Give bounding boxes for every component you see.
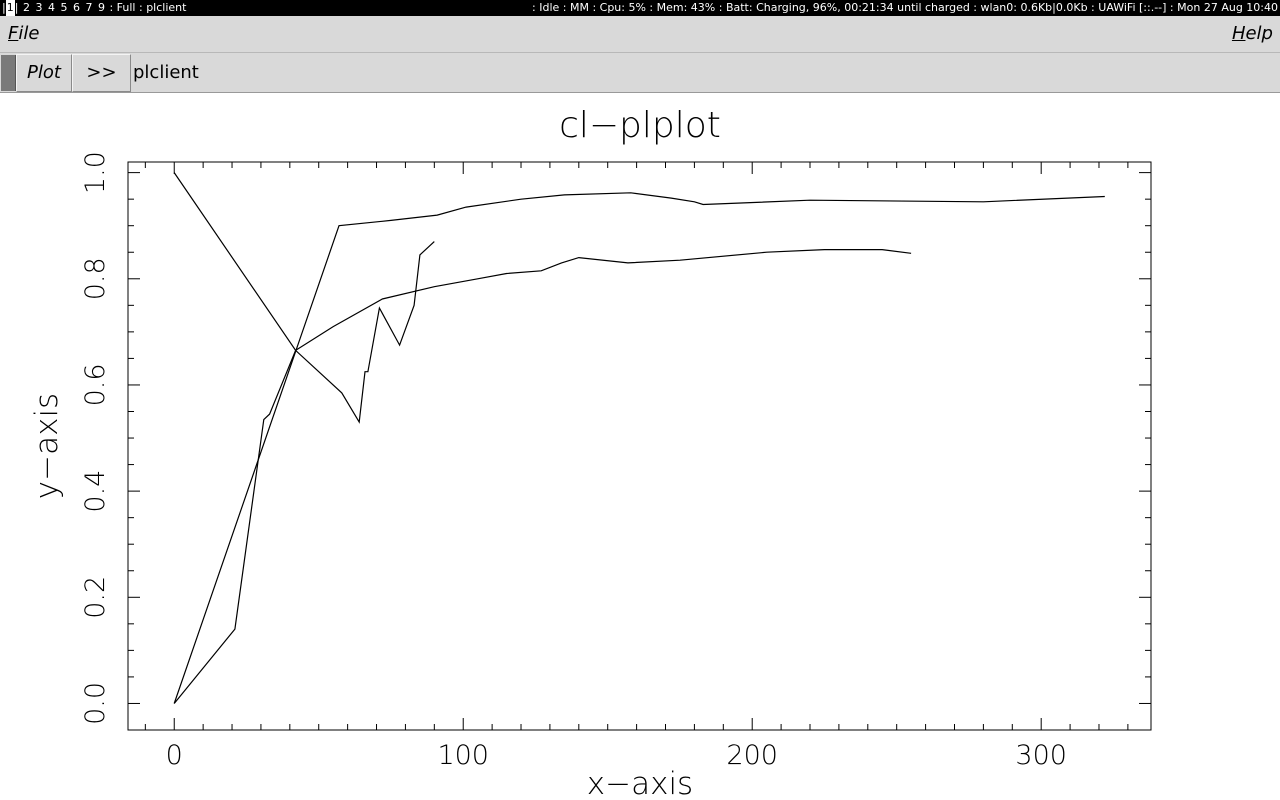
y-tick-label: 0.8 [80,257,111,300]
status-bar: |1| 2 3 4 5 6 7 9 : Full : plclient : Id… [0,0,1280,16]
workspace-list: |1| 2 3 4 5 6 7 9 : Full : plclient [2,0,187,16]
workspace-4[interactable]: 4 [47,1,55,14]
file-menu[interactable]: File [8,16,39,52]
help-menu-accel: H [1231,23,1246,44]
x-tick-label: 300 [1015,740,1067,771]
help-menu[interactable]: Help [1232,16,1273,52]
y-axis-label: y−axis [29,393,65,499]
next-button[interactable]: >> [72,54,131,92]
toolbar: Plot >> plclient [0,53,1280,93]
chart-title: cl−plplot [559,105,721,146]
workspace-3[interactable]: 3 [35,1,43,14]
workspace-5[interactable]: 5 [60,1,68,14]
layout-name: Full [116,1,136,14]
y-tick-label: 0.2 [80,576,111,619]
tab-plot[interactable]: Plot [16,54,72,92]
workspace-6[interactable]: 6 [72,1,80,14]
series-line-3 [173,192,1105,704]
y-tick-label: 0.6 [80,363,111,406]
plot-canvas: cl−plplot 0 100 200 300 0.0 0.2 0.4 0.6 0.8 1.0 x… [29,105,1152,800]
menu-bar: File Help [0,16,1280,53]
axis-ticks [128,162,1151,730]
file-menu-label: ile [18,23,40,44]
system-status: : Idle : MM : Cpu: 5% : Mem: 43% : Batt:… [532,1,1278,14]
workspace-7[interactable]: 7 [85,1,93,14]
data-series [173,172,1105,704]
plot-frame [127,161,1152,731]
x-axis-label: x−axis [587,766,693,800]
y-tick-label: 0.4 [80,470,111,513]
x-tick-label: 100 [437,740,489,771]
window-title: plclient [146,1,187,14]
workspace-1[interactable]: 1 [5,0,15,16]
workspace-2[interactable]: 2 [22,1,30,14]
help-menu-label: elp [1245,23,1273,44]
series-line-2 [173,249,912,704]
y-tick-label: 1.0 [80,151,111,194]
toolbar-handle[interactable] [1,55,16,91]
app-label: plclient [133,62,199,83]
x-tick-label: 0 [166,740,183,771]
workspace-9[interactable]: 9 [97,1,105,14]
y-tick-label: 0.0 [80,682,111,725]
x-tick-label: 200 [726,740,778,771]
axis-tick-labels: 0 100 200 300 0.0 0.2 0.4 0.6 0.8 1.0 [80,151,1067,771]
file-menu-accel: F [8,23,19,44]
series-line-1 [173,172,435,424]
